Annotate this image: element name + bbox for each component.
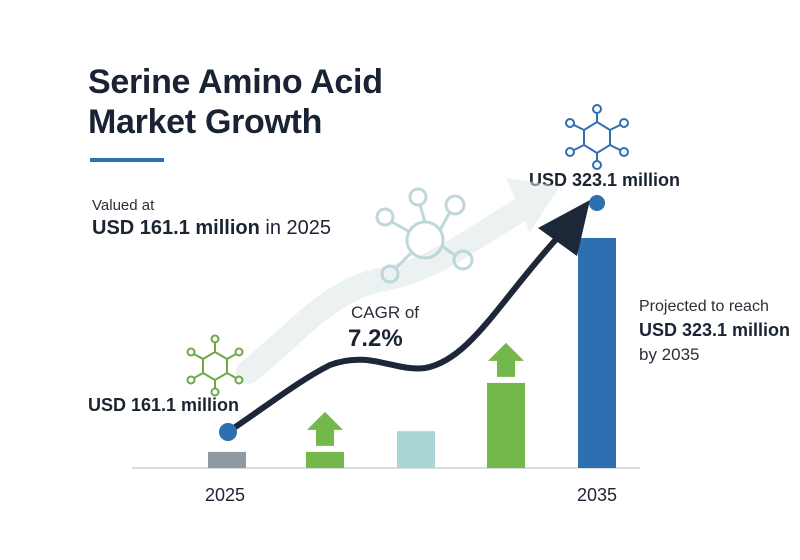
molecule-icon-center bbox=[375, 187, 474, 284]
title-line-1: Serine Amino Acid bbox=[88, 63, 383, 101]
start-value-label: USD 161.1 million bbox=[88, 395, 240, 415]
bar-3 bbox=[397, 431, 435, 468]
bar-4-up-arrow-icon bbox=[488, 342, 524, 377]
valued-suffix: in 2025 bbox=[259, 217, 332, 239]
x-tick-label-2035: 2035 bbox=[577, 485, 617, 505]
bar-4 bbox=[487, 382, 525, 468]
molecule-icon-top-right bbox=[565, 104, 629, 170]
background-arrow bbox=[236, 178, 560, 384]
title-underline bbox=[90, 158, 164, 162]
bar-2-up-arrow-icon bbox=[307, 411, 343, 446]
end-marker bbox=[589, 195, 605, 211]
bar-2025 bbox=[208, 451, 246, 468]
projected-label: Projected to reach bbox=[639, 298, 769, 315]
cagr-value: 7.2% bbox=[348, 325, 403, 352]
chart-title: Serine Amino Acid Market Growth bbox=[88, 62, 383, 142]
start-marker bbox=[219, 423, 237, 441]
title-line-2: Market Growth bbox=[88, 103, 323, 141]
valued-statement: USD 161.1 million in 2025 bbox=[92, 217, 331, 240]
projected-suffix: by 2035 bbox=[639, 345, 700, 364]
x-tick-label-2025: 2025 bbox=[205, 485, 245, 505]
valued-label: Valued at bbox=[92, 197, 155, 214]
bar-2035 bbox=[578, 238, 616, 468]
end-value-label: USD 323.1 million bbox=[529, 170, 681, 190]
cagr-label: CAGR of bbox=[351, 303, 420, 322]
trend-arrow bbox=[225, 200, 590, 435]
bars-group bbox=[208, 238, 616, 468]
bar-2 bbox=[306, 451, 344, 468]
projected-value: USD 323.1 million bbox=[639, 320, 791, 340]
molecule-icon-left bbox=[186, 334, 244, 397]
valued-value: USD 161.1 million bbox=[92, 217, 260, 239]
